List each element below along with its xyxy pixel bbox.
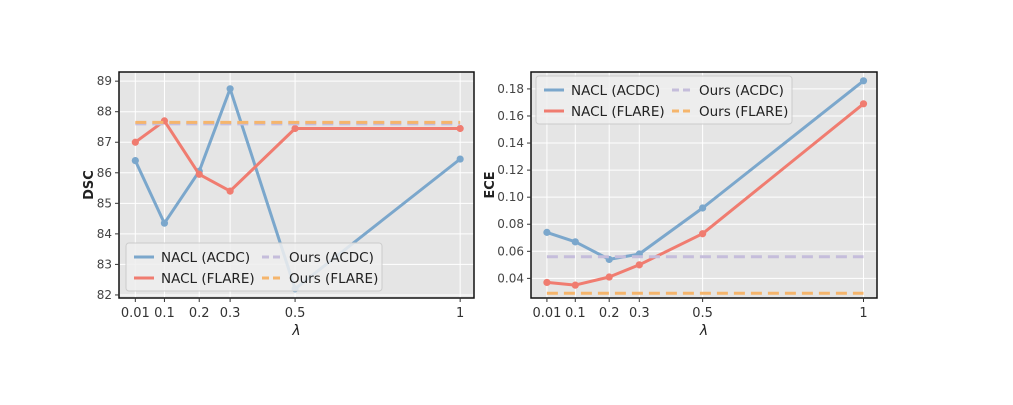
y-tick-label: 0.16 bbox=[497, 109, 524, 123]
legend: NACL (ACDC) NACL (FLARE) Ours (ACDC) Ours (… bbox=[125, 242, 383, 292]
y-tick-label: 83 bbox=[97, 257, 112, 271]
chart-0: 82 83 84 85 86 87 88 89 0.01 0.1 0.2 0.3 0.5 1 λ DSC NAC… bbox=[82, 71, 475, 339]
y-tick-label: 0.14 bbox=[497, 136, 524, 150]
data-point bbox=[699, 230, 707, 238]
y-tick-label: 0.08 bbox=[497, 217, 524, 231]
y-axis-label: ECE bbox=[483, 171, 498, 198]
legend-label: NACL (ACDC) bbox=[571, 83, 660, 99]
x-tick-label: 0.1 bbox=[565, 306, 586, 321]
data-point bbox=[571, 281, 579, 289]
x-tick-label: 1 bbox=[456, 306, 464, 321]
legend-label: NACL (FLARE) bbox=[161, 271, 255, 287]
data-point bbox=[226, 85, 234, 93]
y-tick-label: 84 bbox=[97, 227, 112, 241]
x-tick-label: 0.2 bbox=[599, 306, 620, 321]
data-point bbox=[859, 77, 868, 85]
legend-label: NACL (FLARE) bbox=[571, 104, 665, 120]
data-point bbox=[160, 219, 169, 227]
x-tick-label: 0.5 bbox=[692, 306, 713, 321]
data-point bbox=[543, 228, 551, 236]
x-tick-label: 0.01 bbox=[532, 306, 561, 321]
y-tick-label: 0.12 bbox=[497, 163, 524, 177]
y-tick-label: 86 bbox=[97, 166, 112, 180]
legend-box bbox=[535, 75, 793, 125]
data-point bbox=[226, 187, 234, 195]
y-tick-label: 87 bbox=[97, 135, 112, 149]
y-tick-label: 89 bbox=[97, 74, 112, 88]
axes-frame bbox=[530, 71, 878, 299]
y-tick-label: 0.04 bbox=[497, 271, 524, 285]
x-tick-label: 1 bbox=[859, 306, 867, 321]
data-point bbox=[291, 124, 299, 133]
x-tick-label: 0.2 bbox=[189, 306, 210, 321]
data-point bbox=[571, 238, 579, 246]
legend-box bbox=[125, 242, 383, 292]
x-axis-label: λ bbox=[291, 323, 300, 339]
data-point bbox=[635, 261, 643, 269]
x-tick-label: 0.5 bbox=[285, 306, 306, 321]
y-tick-label: 0.06 bbox=[497, 244, 524, 258]
y-tick-label: 85 bbox=[97, 196, 112, 210]
y-tick-label: 88 bbox=[97, 105, 112, 119]
data-point bbox=[195, 170, 203, 178]
y-tick-label: 82 bbox=[97, 288, 112, 302]
data-point bbox=[543, 278, 551, 287]
y-tick-label: 0.18 bbox=[497, 82, 524, 96]
x-tick-label: 0.01 bbox=[121, 306, 150, 321]
data-point bbox=[131, 138, 139, 146]
series-line-nacl-flare bbox=[546, 102, 865, 287]
x-axis-label: λ bbox=[699, 323, 708, 339]
data-point bbox=[699, 204, 707, 212]
x-tick-label: 0.3 bbox=[629, 306, 650, 321]
y-tick-label: 0.10 bbox=[497, 190, 524, 204]
data-point bbox=[131, 156, 139, 165]
data-point bbox=[859, 100, 868, 108]
x-tick-label: 0.1 bbox=[154, 306, 175, 321]
legend-label: Ours (FLARE) bbox=[289, 271, 378, 287]
axes-frame bbox=[118, 71, 475, 299]
legend-label: NACL (ACDC) bbox=[161, 250, 250, 266]
legend: NACL (ACDC) NACL (FLARE) Ours (ACDC) Ours (… bbox=[535, 75, 793, 125]
data-point bbox=[605, 273, 613, 281]
legend-label: Ours (ACDC) bbox=[699, 83, 784, 99]
x-tick-label: 0.3 bbox=[220, 306, 241, 321]
chart-1: 0.04 0.06 0.08 0.10 0.12 0.14 0.16 0.18 0.01 0.1 0… bbox=[483, 71, 878, 339]
y-axis-label: DSC bbox=[82, 170, 97, 200]
data-point bbox=[456, 155, 464, 163]
legend-label: Ours (ACDC) bbox=[289, 250, 374, 266]
data-point bbox=[456, 124, 464, 133]
legend-label: Ours (FLARE) bbox=[699, 104, 788, 120]
